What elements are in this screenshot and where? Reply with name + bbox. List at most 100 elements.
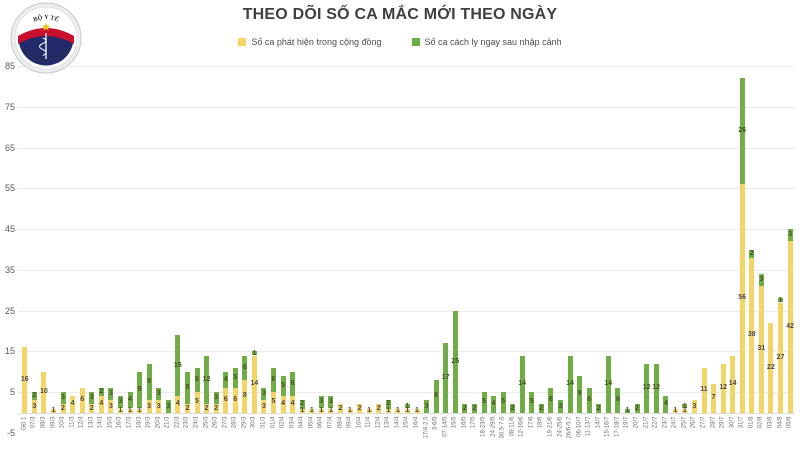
x-tick-label: 26/6-5.7: [566, 416, 573, 439]
bar-segment-quarantine: [739, 78, 745, 185]
bar-segment-quarantine: [290, 371, 296, 397]
bar-segment-quarantine: [318, 396, 324, 409]
svg-text:BỘ Y TẾ: BỘ Y TẾ: [32, 13, 60, 24]
bar-segment-quarantine: [89, 392, 95, 405]
bar-segment-community: [204, 404, 209, 413]
bar-segment-community: [31, 400, 37, 413]
value-label-community: 1: [51, 406, 56, 414]
bar-segment-quarantine: [328, 396, 334, 409]
value-label-quarantine: 3: [61, 394, 65, 402]
bar-segment-quarantine: [98, 388, 104, 397]
bar-segment-community: [194, 392, 200, 413]
value-label-community: 1: [137, 406, 142, 414]
x-tick-label: 17/4-2.5: [423, 416, 430, 439]
x-tick-label: 15/3: [107, 416, 114, 429]
x-tick-label: 20/7: [633, 416, 640, 429]
x-tick-label: 15-16/7: [604, 416, 611, 437]
bar-segment-quarantine: [481, 392, 487, 413]
y-tick-label: 5: [9, 387, 15, 398]
value-label-community: 4: [281, 400, 286, 408]
x-tick-label: 3-6/5: [432, 416, 439, 431]
bar-segment-quarantine: [491, 396, 496, 413]
x-tick-label: 06-10/7: [576, 416, 583, 437]
x-tick-label: 16/3: [116, 416, 123, 429]
bar-segment-community: [60, 404, 66, 413]
x-tick-label: 14/7: [595, 416, 602, 429]
bar-segment-community: [395, 408, 401, 413]
value-label-quarantine: 2: [462, 404, 467, 412]
bar-segment-community: [51, 408, 56, 413]
bar-segment-community: [672, 408, 678, 413]
bar-segment-quarantine: [443, 343, 449, 413]
bar-segment-quarantine: [596, 404, 602, 413]
value-label-quarantine: 1: [778, 296, 783, 304]
bar-segment-community: [70, 396, 76, 413]
value-label-community: 4: [175, 400, 180, 408]
bar-segment-community: [184, 404, 190, 413]
value-label-quarantine: 9: [137, 386, 142, 394]
bar-segment-quarantine: [529, 392, 535, 413]
value-label-quarantine: 3: [214, 394, 219, 402]
bar-segment-community: [730, 355, 736, 413]
y-tick-label: 15: [4, 346, 15, 357]
value-label-community: 1: [309, 406, 314, 414]
bar-segment-quarantine: [749, 249, 755, 258]
value-label-quarantine: 5: [233, 373, 238, 381]
value-label-quarantine: 25: [451, 357, 460, 365]
value-label-quarantine: 3: [89, 394, 94, 402]
value-label-quarantine: 2: [99, 388, 104, 396]
bar-segment-quarantine: [137, 371, 143, 409]
value-label-quarantine: 1: [682, 402, 687, 410]
value-label-quarantine: 26: [738, 127, 747, 135]
value-label-quarantine: 4: [128, 396, 132, 404]
value-label-community: 1: [415, 406, 419, 414]
bar-segment-quarantine: [385, 400, 391, 409]
bar-segment-community: [376, 404, 382, 413]
x-tick-label: 13/4: [384, 416, 391, 429]
value-label-community: 5: [195, 398, 199, 406]
bar-segment-community: [768, 322, 774, 413]
x-tick-label: 10/4: [356, 416, 363, 429]
value-label-quarantine: 5: [501, 398, 506, 406]
value-label-quarantine: 6: [548, 396, 553, 404]
x-tick-label: 01/4: [270, 416, 276, 429]
moh-logo-emblem: BỘ Y TẾ MINISTRY OF HEALTH: [10, 2, 82, 74]
bar-segment-community: [89, 404, 95, 413]
x-tick-label: 12/3: [78, 416, 85, 429]
x-tick-label: GĐ 1: [21, 416, 28, 431]
bar-segment-community: [290, 396, 296, 413]
bar-segment-quarantine: [404, 404, 410, 409]
bar-segment-quarantine: [586, 388, 592, 413]
value-label-quarantine: 3: [166, 402, 171, 410]
x-tick-label: 11/4: [365, 416, 372, 428]
x-tick-label: 28/7: [710, 416, 716, 429]
x-tick-label: 24-29/5: [490, 416, 496, 437]
x-tick-label: 13/3: [88, 416, 95, 429]
y-tick-label: 35: [4, 264, 15, 275]
bar-segment-community: [749, 257, 755, 413]
gridline: [18, 392, 795, 394]
bar-segment-quarantine: [424, 400, 430, 413]
x-tick-label: 04/4: [298, 416, 305, 429]
moh-logo: BỘ Y TẾ MINISTRY OF HEALTH: [10, 2, 82, 79]
gridline: [18, 147, 795, 149]
bar-segment-quarantine: [758, 273, 764, 287]
value-label-quarantine: 5: [281, 382, 286, 390]
bar-segment-quarantine: [223, 371, 229, 389]
x-tick-label: 31/7: [738, 416, 745, 429]
x-tick-label: 21/3: [164, 416, 171, 429]
bar-segment-community: [280, 396, 286, 413]
bar-segment-community: [117, 408, 123, 413]
x-tick-label: 06/4: [317, 416, 324, 429]
bar-segment-quarantine: [558, 400, 563, 413]
bar-segment-community: [242, 380, 248, 413]
bar-segment-quarantine: [127, 392, 133, 409]
bar-segment-quarantine: [194, 367, 200, 393]
value-label-quarantine: 3: [261, 390, 266, 398]
bar-segment-quarantine: [787, 229, 793, 242]
logo-star-icon: [41, 22, 51, 31]
value-label-community: 2: [338, 404, 343, 412]
bar-segment-quarantine: [778, 298, 783, 303]
y-tick-label: 25: [4, 305, 15, 316]
